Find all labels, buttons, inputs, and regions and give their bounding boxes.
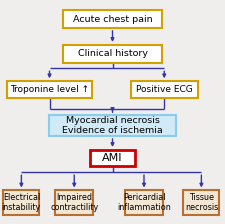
FancyBboxPatch shape [90, 150, 135, 166]
Text: Pericardial
inflammation: Pericardial inflammation [117, 193, 171, 212]
FancyBboxPatch shape [55, 190, 93, 215]
FancyBboxPatch shape [125, 190, 163, 215]
Text: Impaired
contractility: Impaired contractility [50, 193, 98, 212]
FancyBboxPatch shape [7, 81, 92, 98]
FancyBboxPatch shape [50, 115, 176, 136]
Text: Clinical history: Clinical history [77, 49, 148, 58]
Text: Myocardial necrosis
Evidence of ischemia: Myocardial necrosis Evidence of ischemia [62, 116, 163, 135]
Text: Acute chest pain: Acute chest pain [73, 15, 152, 24]
Text: Electrical
instability: Electrical instability [2, 193, 41, 212]
FancyBboxPatch shape [130, 81, 198, 98]
Text: AMI: AMI [102, 153, 123, 163]
FancyBboxPatch shape [63, 45, 162, 63]
Text: Tissue
necrosis: Tissue necrosis [185, 193, 218, 212]
FancyBboxPatch shape [3, 190, 39, 215]
Text: Positive ECG: Positive ECG [136, 85, 193, 94]
FancyBboxPatch shape [63, 10, 162, 28]
Text: Troponine level ↑: Troponine level ↑ [10, 85, 89, 94]
FancyBboxPatch shape [183, 190, 219, 215]
